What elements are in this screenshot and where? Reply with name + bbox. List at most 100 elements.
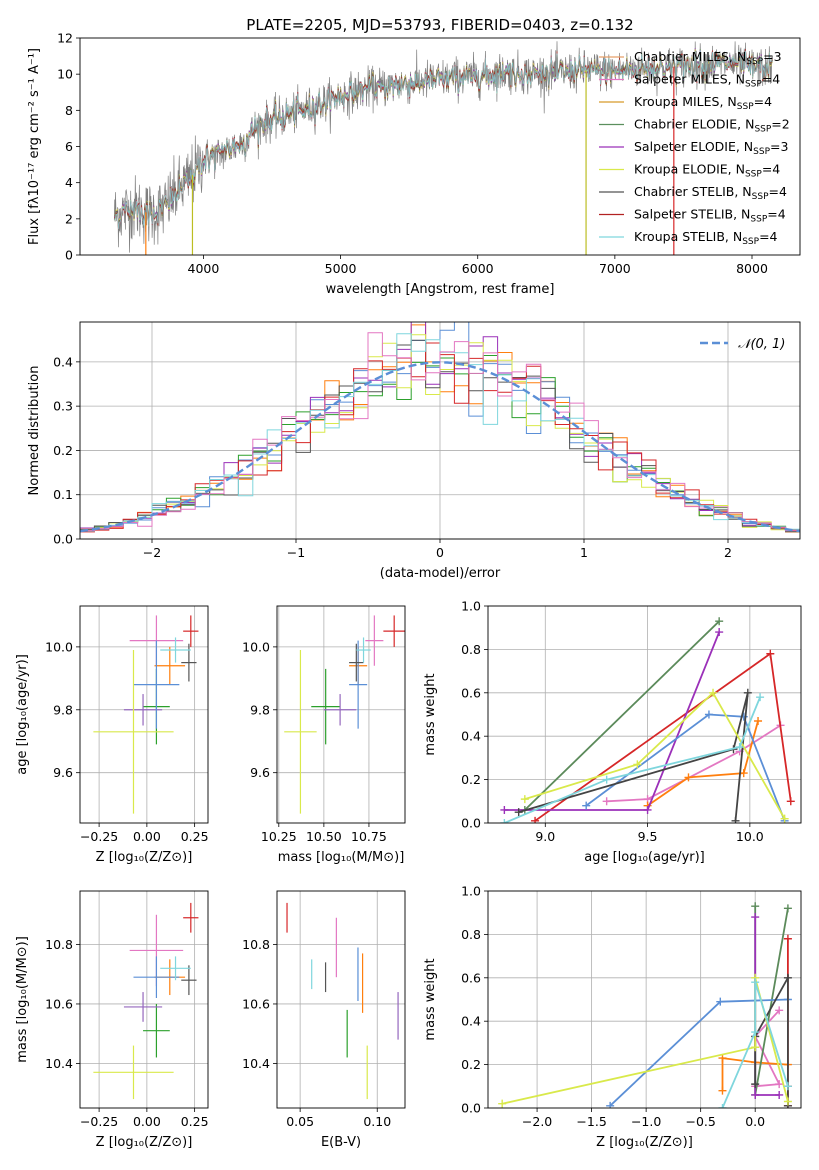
x-tick-label: 9.5 bbox=[638, 829, 658, 844]
panel-weight-vs-age: 9.0 9.5 10.0 0.0 0.2 0.4 0.6 0.8 1.0 age [log₁₀(a… bbox=[423, 599, 802, 865]
y-axis-label: Flux [fλ10⁻¹⁷ erg cm⁻² s⁻¹ A⁻¹] bbox=[27, 48, 42, 245]
legend-entry-label: Kroupa MILES, NSSP=4 bbox=[634, 94, 772, 112]
axes-frame bbox=[276, 605, 406, 824]
y-tick-label: 0.0 bbox=[53, 532, 73, 547]
x-tick-label: 10.0 bbox=[736, 829, 764, 844]
y-tick-label: 10.4 bbox=[45, 1056, 73, 1071]
weight-point-marker bbox=[775, 1090, 784, 1099]
weight-series-line bbox=[754, 917, 780, 1096]
x-tick-label: 6000 bbox=[462, 261, 494, 276]
x-tick-label: −0.25 bbox=[80, 829, 118, 844]
weight-point-marker bbox=[783, 1082, 792, 1091]
errorbar-point bbox=[143, 1003, 170, 1058]
axes-frame bbox=[79, 321, 801, 540]
plot-area bbox=[286, 902, 399, 1100]
weight-point-marker bbox=[751, 1043, 760, 1052]
x-tick-label: −2.0 bbox=[522, 1114, 552, 1129]
y-tick-label: 0.1 bbox=[53, 487, 73, 502]
weight-point-marker bbox=[756, 693, 765, 702]
axes-frame bbox=[79, 605, 209, 824]
weight-point-marker bbox=[531, 816, 540, 823]
weight-point-marker bbox=[498, 1099, 507, 1108]
x-axis-label: (data-model)/error bbox=[380, 566, 501, 581]
weight-point-marker bbox=[633, 760, 642, 769]
plot-area bbox=[93, 615, 199, 814]
weight-point-marker bbox=[783, 973, 792, 982]
x-tick-label: −2 bbox=[143, 545, 161, 560]
weight-point-marker bbox=[500, 805, 509, 814]
weight-point-marker bbox=[751, 1080, 760, 1089]
legend-entry-label: Salpeter STELIB, NSSP=4 bbox=[634, 207, 786, 225]
weight-point-marker bbox=[783, 904, 792, 913]
legend-entry-label: Chabrier MILES, NSSP=3 bbox=[634, 49, 782, 67]
plot-area bbox=[93, 902, 199, 1100]
weight-point-marker bbox=[766, 649, 775, 658]
weight-point-marker bbox=[602, 775, 611, 784]
x-axis-label: mass [log₁₀(M/M⊙)] bbox=[278, 850, 405, 865]
weight-point-marker bbox=[500, 819, 509, 823]
x-tick-label: −0.25 bbox=[80, 1114, 118, 1129]
y-tick-label: 9.8 bbox=[250, 702, 270, 717]
weight-point-marker bbox=[643, 805, 652, 814]
x-tick-label: 7000 bbox=[599, 261, 631, 276]
errorbar-point bbox=[123, 694, 163, 726]
plot-area bbox=[80, 322, 800, 533]
weight-point-marker bbox=[704, 710, 713, 719]
y-tick-label: 1.0 bbox=[461, 599, 481, 614]
weight-series-line bbox=[524, 620, 720, 811]
y-tick-label: 0.4 bbox=[461, 1014, 481, 1029]
x-axis-label: E(B-V) bbox=[321, 1135, 361, 1150]
x-axis-label: Z [log₁₀(Z/Z⊙)] bbox=[596, 1135, 693, 1150]
x-tick-label: 0.05 bbox=[286, 1114, 314, 1129]
weight-point-marker bbox=[715, 617, 724, 626]
figure-title: PLATE=2205, MJD=53793, FIBERID=0403, z=0… bbox=[246, 16, 633, 34]
y-tick-label: 10.6 bbox=[45, 996, 73, 1011]
y-tick-label: 9.6 bbox=[250, 765, 270, 780]
weight-point-marker bbox=[718, 1104, 727, 1108]
x-tick-label: 9.0 bbox=[535, 829, 555, 844]
weight-series-line bbox=[754, 974, 789, 1106]
x-tick-label: 0.25 bbox=[181, 1114, 209, 1129]
x-tick-label: 10.75 bbox=[351, 829, 387, 844]
x-tick-label: 1 bbox=[580, 545, 588, 560]
weight-point-marker bbox=[602, 797, 611, 806]
legend-entry-label: Salpeter ELODIE, NSSP=3 bbox=[634, 139, 788, 157]
histogram-step-line bbox=[80, 339, 800, 533]
errorbar-point bbox=[181, 965, 197, 996]
histogram-step-line bbox=[80, 333, 800, 532]
errorbar-point bbox=[356, 637, 371, 663]
errorbar-point bbox=[311, 668, 341, 745]
y-tick-label: 0.8 bbox=[461, 642, 481, 657]
panel-residuals: −2 −1 0 1 2 0.0 0.1 0.2 0.3 0.4 (data-model)/error… bbox=[27, 321, 801, 581]
y-axis-label: mass weight bbox=[423, 673, 438, 755]
y-tick-label: 0.2 bbox=[53, 443, 73, 458]
weight-point-marker bbox=[514, 808, 523, 817]
legend-entry-label: Chabrier STELIB, NSSP=4 bbox=[634, 184, 787, 202]
x-tick-label: 2 bbox=[724, 545, 732, 560]
model-spectrum-line bbox=[114, 50, 773, 229]
panel-mass-vs-z: −0.25 0.00 0.25 10.4 10.6 10.8 Z [log₁₀(Z/Z⊙)]… bbox=[15, 890, 209, 1150]
axes-frame bbox=[487, 890, 802, 1109]
y-tick-label: 4 bbox=[65, 175, 73, 190]
y-tick-label: 10.8 bbox=[45, 937, 73, 952]
weight-point-marker bbox=[739, 769, 748, 778]
x-tick-label: 0.00 bbox=[133, 829, 161, 844]
y-tick-label: 6 bbox=[65, 139, 73, 154]
legend-entry-label: Salpeter MILES, NSSP=4 bbox=[634, 72, 780, 90]
x-tick-label: 4000 bbox=[188, 261, 220, 276]
y-tick-label: 12 bbox=[57, 31, 73, 46]
y-tick-label: 0.0 bbox=[461, 816, 481, 831]
x-tick-label: −1 bbox=[287, 545, 305, 560]
weight-point-marker bbox=[775, 1006, 784, 1015]
y-tick-label: 2 bbox=[65, 211, 73, 226]
x-tick-label: 0 bbox=[436, 545, 444, 560]
weight-point-marker bbox=[751, 902, 760, 911]
legend-entry-label: 𝒩(0, 1) bbox=[738, 337, 785, 352]
x-tick-label: −1.0 bbox=[631, 1114, 661, 1129]
x-tick-label: 5000 bbox=[325, 261, 357, 276]
weight-point-marker bbox=[786, 797, 795, 806]
y-tick-label: 0.8 bbox=[461, 927, 481, 942]
y-tick-label: 10.0 bbox=[45, 639, 73, 654]
y-tick-label: 0.2 bbox=[461, 1057, 481, 1072]
